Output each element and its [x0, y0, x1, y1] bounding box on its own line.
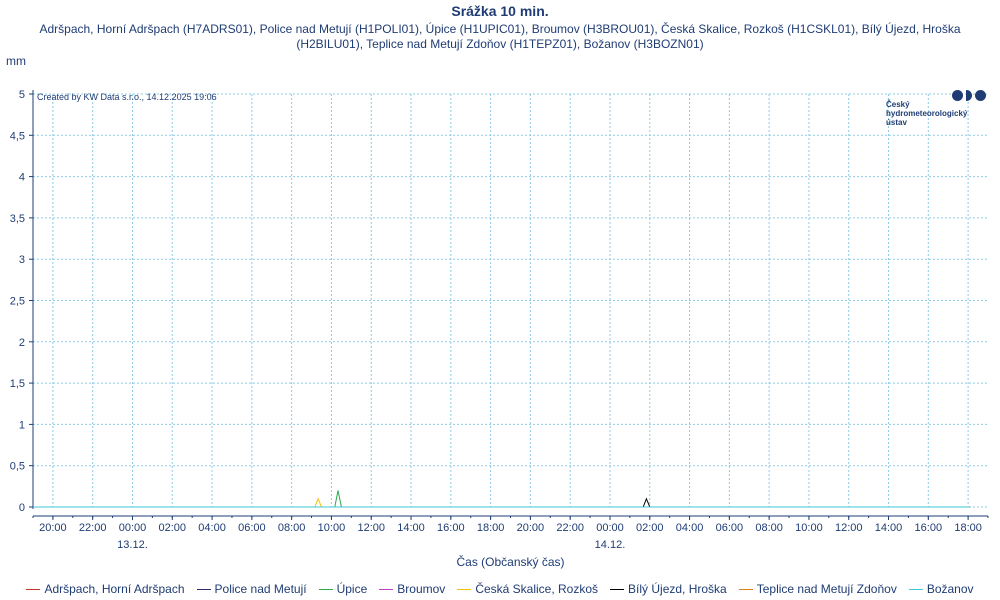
x-tick-label: 04:00	[676, 522, 704, 534]
legend-swatch	[457, 588, 472, 590]
x-tick-label: 02:00	[636, 522, 664, 534]
x-tick-label: 06:00	[238, 522, 266, 534]
x-axis-label: Čas (Občanský čas)	[456, 554, 564, 569]
legend-swatch	[908, 588, 923, 590]
y-tick-label: 2,5	[10, 296, 25, 308]
x-tick-label: 10:00	[795, 522, 823, 534]
x-tick-label: 00:00	[119, 522, 147, 534]
x-tick-label: 10:00	[318, 522, 346, 534]
x-tick-label: 02:00	[159, 522, 187, 534]
x-tick-label: 22:00	[79, 522, 107, 534]
legend-swatch	[379, 588, 394, 590]
y-tick-label: 1	[19, 419, 25, 431]
chart-subtitle: Adršpach, Horní Adršpach (H7ADRS01), Pol…	[39, 22, 961, 51]
x-tick-label: 06:00	[716, 522, 744, 534]
y-tick-label: 3	[19, 254, 25, 266]
series-line	[33, 497, 971, 508]
legend-item: Bílý Újezd, Hroška	[610, 580, 727, 598]
x-tick-label: 22:00	[556, 522, 584, 534]
x-tick-label: 18:00	[477, 522, 505, 534]
logo-dots-icon	[952, 90, 986, 101]
x-tick-label: 08:00	[278, 522, 306, 534]
legend-item: Teplice nad Metují Zdoňov	[738, 580, 897, 598]
legend-label: Božanov	[926, 582, 974, 596]
logo-text: Český hydrometeorologický ústav	[886, 100, 968, 127]
legend-item: Police nad Metují	[196, 580, 307, 598]
x-tick-label: 16:00	[437, 522, 465, 534]
x-tick-label: 12:00	[357, 522, 385, 534]
x-tick-label: 20:00	[517, 522, 545, 534]
legend-item: Česká Skalice, Rozkoš	[457, 580, 598, 598]
y-tick-label: 3,5	[10, 213, 25, 225]
y-tick-label: 0	[19, 502, 25, 514]
legend-label: Česká Skalice, Rozkoš	[475, 582, 599, 596]
legend-label: Police nad Metují	[214, 582, 307, 596]
legend-item: Adršpach, Horní Adršpach	[26, 580, 185, 598]
x-tick-label: 08:00	[755, 522, 783, 534]
x-tick-label: 04:00	[198, 522, 226, 534]
x-tick-label: 16:00	[915, 522, 943, 534]
created-by-note: Created by KW Data s.r.o., 14.12.2025 19…	[37, 92, 217, 102]
y-axis-unit: mm	[6, 54, 26, 68]
y-tick-label: 5	[19, 89, 25, 101]
legend-swatch	[318, 588, 333, 590]
x-date-label: 13.12.	[117, 539, 148, 551]
legend-label: Úpice	[336, 582, 368, 596]
legend-swatch	[26, 588, 41, 590]
x-tick-label: 18:00	[954, 522, 982, 534]
legend-label: Bílý Újezd, Hroška	[628, 582, 727, 596]
x-date-label: 14.12.	[595, 539, 626, 551]
series-line	[33, 490, 971, 508]
legend-label: Adršpach, Horní Adršpach	[44, 582, 185, 596]
legend-label: Broumov	[397, 582, 446, 596]
x-tick-label: 14:00	[875, 522, 903, 534]
y-tick-label: 0,5	[10, 461, 25, 473]
legend-item: Božanov	[908, 580, 974, 598]
legend-swatch	[738, 588, 753, 590]
legend-swatch	[610, 588, 625, 590]
legend-swatch	[196, 588, 211, 590]
series-line	[33, 497, 971, 508]
x-tick-label: 00:00	[596, 522, 624, 534]
y-tick-label: 1,5	[10, 378, 25, 390]
chart-title: Srážka 10 min.	[451, 3, 549, 19]
y-tick-label: 4	[19, 172, 25, 184]
chmu-logo: Český hydrometeorologický ústav	[884, 90, 994, 134]
legend-item: Broumov	[379, 580, 445, 598]
x-tick-label: 20:00	[39, 522, 67, 534]
y-tick-label: 2	[19, 337, 25, 349]
legend-label: Teplice nad Metují Zdoňov	[756, 582, 897, 596]
chart-legend: Adršpach, Horní Adršpach Police nad Metuj…	[0, 580, 1000, 598]
legend-item: Úpice	[318, 580, 368, 598]
x-tick-label: 12:00	[835, 522, 863, 534]
y-tick-label: 4,5	[10, 130, 25, 142]
x-tick-label: 14:00	[397, 522, 425, 534]
